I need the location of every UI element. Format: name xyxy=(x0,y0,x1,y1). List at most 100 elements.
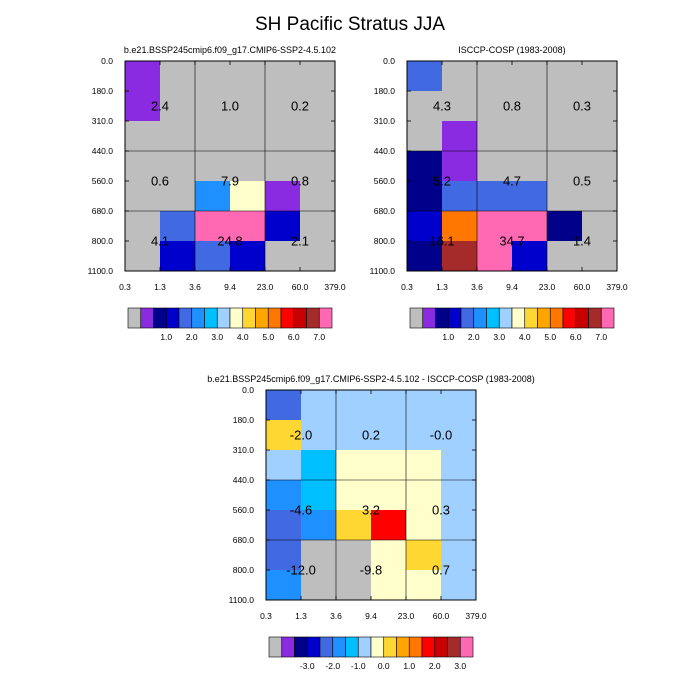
colorbar-swatch xyxy=(434,636,448,658)
heatmap-cell xyxy=(547,121,583,152)
heatmap-cell xyxy=(477,181,513,212)
heatmap-cell xyxy=(512,121,548,152)
colorbar-swatch xyxy=(281,636,295,658)
colorbar-swatch xyxy=(268,636,283,658)
heatmap-cell xyxy=(547,181,583,212)
x-tick-label: 0.3 xyxy=(119,282,131,292)
colorbar-swatch xyxy=(459,636,474,658)
heatmap-cell xyxy=(301,420,337,451)
colorbar-label: 3.0 xyxy=(454,661,466,671)
panel-3: b.e21.BSSP245cmip6.f09_g17.CMIP6-SSP2-4.… xyxy=(207,374,535,671)
heatmap-cell xyxy=(336,390,372,421)
heatmap-cell xyxy=(195,61,231,92)
heatmap-cell xyxy=(407,61,443,92)
heatmap-cell xyxy=(407,151,443,182)
heatmap-cell xyxy=(300,121,336,152)
heatmap-cell xyxy=(477,91,513,122)
heatmap-cell xyxy=(160,91,196,122)
colorbar-swatch xyxy=(267,307,282,329)
box-value: 0.7 xyxy=(432,563,450,578)
heatmap-cell xyxy=(441,570,477,601)
box-value: 2.1 xyxy=(291,234,309,249)
colorbar-label: 0.0 xyxy=(378,661,390,671)
x-tick-label: 3.6 xyxy=(471,282,483,292)
x-tick-label: 0.3 xyxy=(260,611,272,621)
heatmap-cell xyxy=(371,480,407,511)
box-value: 0.8 xyxy=(291,174,309,189)
box-value: 24.8 xyxy=(217,234,242,249)
box-value: 0.2 xyxy=(362,428,380,443)
heatmap-cell xyxy=(266,540,302,571)
colorbar-swatch xyxy=(242,307,256,329)
heatmap-cell xyxy=(266,480,302,511)
heatmap-cell xyxy=(301,390,337,421)
colorbar-swatch xyxy=(178,307,193,329)
colorbar-swatch xyxy=(435,307,449,329)
y-tick-label: 560.0 xyxy=(374,176,396,186)
heatmap-cell xyxy=(195,151,231,182)
heatmap-cell xyxy=(336,420,372,451)
colorbar-swatch xyxy=(293,307,307,329)
colorbar-swatch xyxy=(319,636,334,658)
heatmap-cell xyxy=(441,420,477,451)
x-tick-label: 379.0 xyxy=(324,282,346,292)
x-tick-label: 23.0 xyxy=(257,282,274,292)
heatmap-cell xyxy=(582,61,618,92)
heatmap-cell xyxy=(406,390,442,421)
heatmap-cell xyxy=(230,61,266,92)
y-tick-label: 800.0 xyxy=(374,236,396,246)
colorbar-swatch xyxy=(486,307,500,329)
heatmap-cell xyxy=(371,450,407,481)
heatmap-cell xyxy=(300,181,336,212)
heatmap-cell xyxy=(406,570,442,601)
y-tick-label: 800.0 xyxy=(233,565,255,575)
heatmap-cell xyxy=(547,91,583,122)
heatmap-cell xyxy=(195,211,231,242)
y-tick-label: 440.0 xyxy=(92,146,114,156)
colorbar-label: -2.0 xyxy=(325,661,340,671)
heatmap-cell xyxy=(195,121,231,152)
colorbar-label: 1.0 xyxy=(442,332,454,342)
heatmap-cell xyxy=(195,241,231,272)
colorbar-label: 3.0 xyxy=(211,332,223,342)
y-tick-label: 180.0 xyxy=(374,86,396,96)
heatmap-cell xyxy=(547,151,583,182)
colorbar-label: -3.0 xyxy=(300,661,315,671)
box-value: 7.9 xyxy=(221,174,239,189)
box-value: 0.3 xyxy=(573,99,591,114)
box-value: 0.5 xyxy=(573,174,591,189)
colorbar-label: 7.0 xyxy=(313,332,325,342)
colorbar-label: 7.0 xyxy=(595,332,607,342)
colorbar-swatch xyxy=(524,307,538,329)
heatmap-cell xyxy=(582,211,618,242)
colorbar-swatch xyxy=(306,636,321,658)
y-tick-label: 440.0 xyxy=(233,475,255,485)
figure-title: SH Pacific Stratus JJA xyxy=(255,14,445,35)
heatmap-cell xyxy=(442,61,478,92)
colorbar-swatch xyxy=(306,307,320,329)
heatmap-cell xyxy=(407,181,443,212)
y-tick-label: 310.0 xyxy=(374,116,396,126)
heatmap-cell xyxy=(125,121,161,152)
heatmap-cell xyxy=(160,151,196,182)
heatmap-cell xyxy=(230,121,266,152)
colorbar-swatch xyxy=(549,307,564,329)
y-tick-label: 180.0 xyxy=(92,86,114,96)
heatmap-cell xyxy=(336,570,372,601)
colorbar-swatch xyxy=(447,636,461,658)
box-value: 0.3 xyxy=(432,503,450,518)
heatmap-cell xyxy=(300,91,336,122)
heatmap-cell xyxy=(266,390,302,421)
heatmap-cell xyxy=(442,151,478,182)
y-tick-label: 680.0 xyxy=(92,206,114,216)
colorbar-label: 1.0 xyxy=(160,332,172,342)
heatmap-cell xyxy=(230,91,266,122)
heatmap-cell xyxy=(477,211,513,242)
x-tick-label: 60.0 xyxy=(433,611,450,621)
heatmap-cell xyxy=(477,151,513,182)
box-value: 0.2 xyxy=(291,99,309,114)
colorbar-swatch xyxy=(447,307,462,329)
box-value: -9.8 xyxy=(360,563,382,578)
heatmap-cell xyxy=(301,510,337,541)
x-tick-label: 60.0 xyxy=(292,282,309,292)
